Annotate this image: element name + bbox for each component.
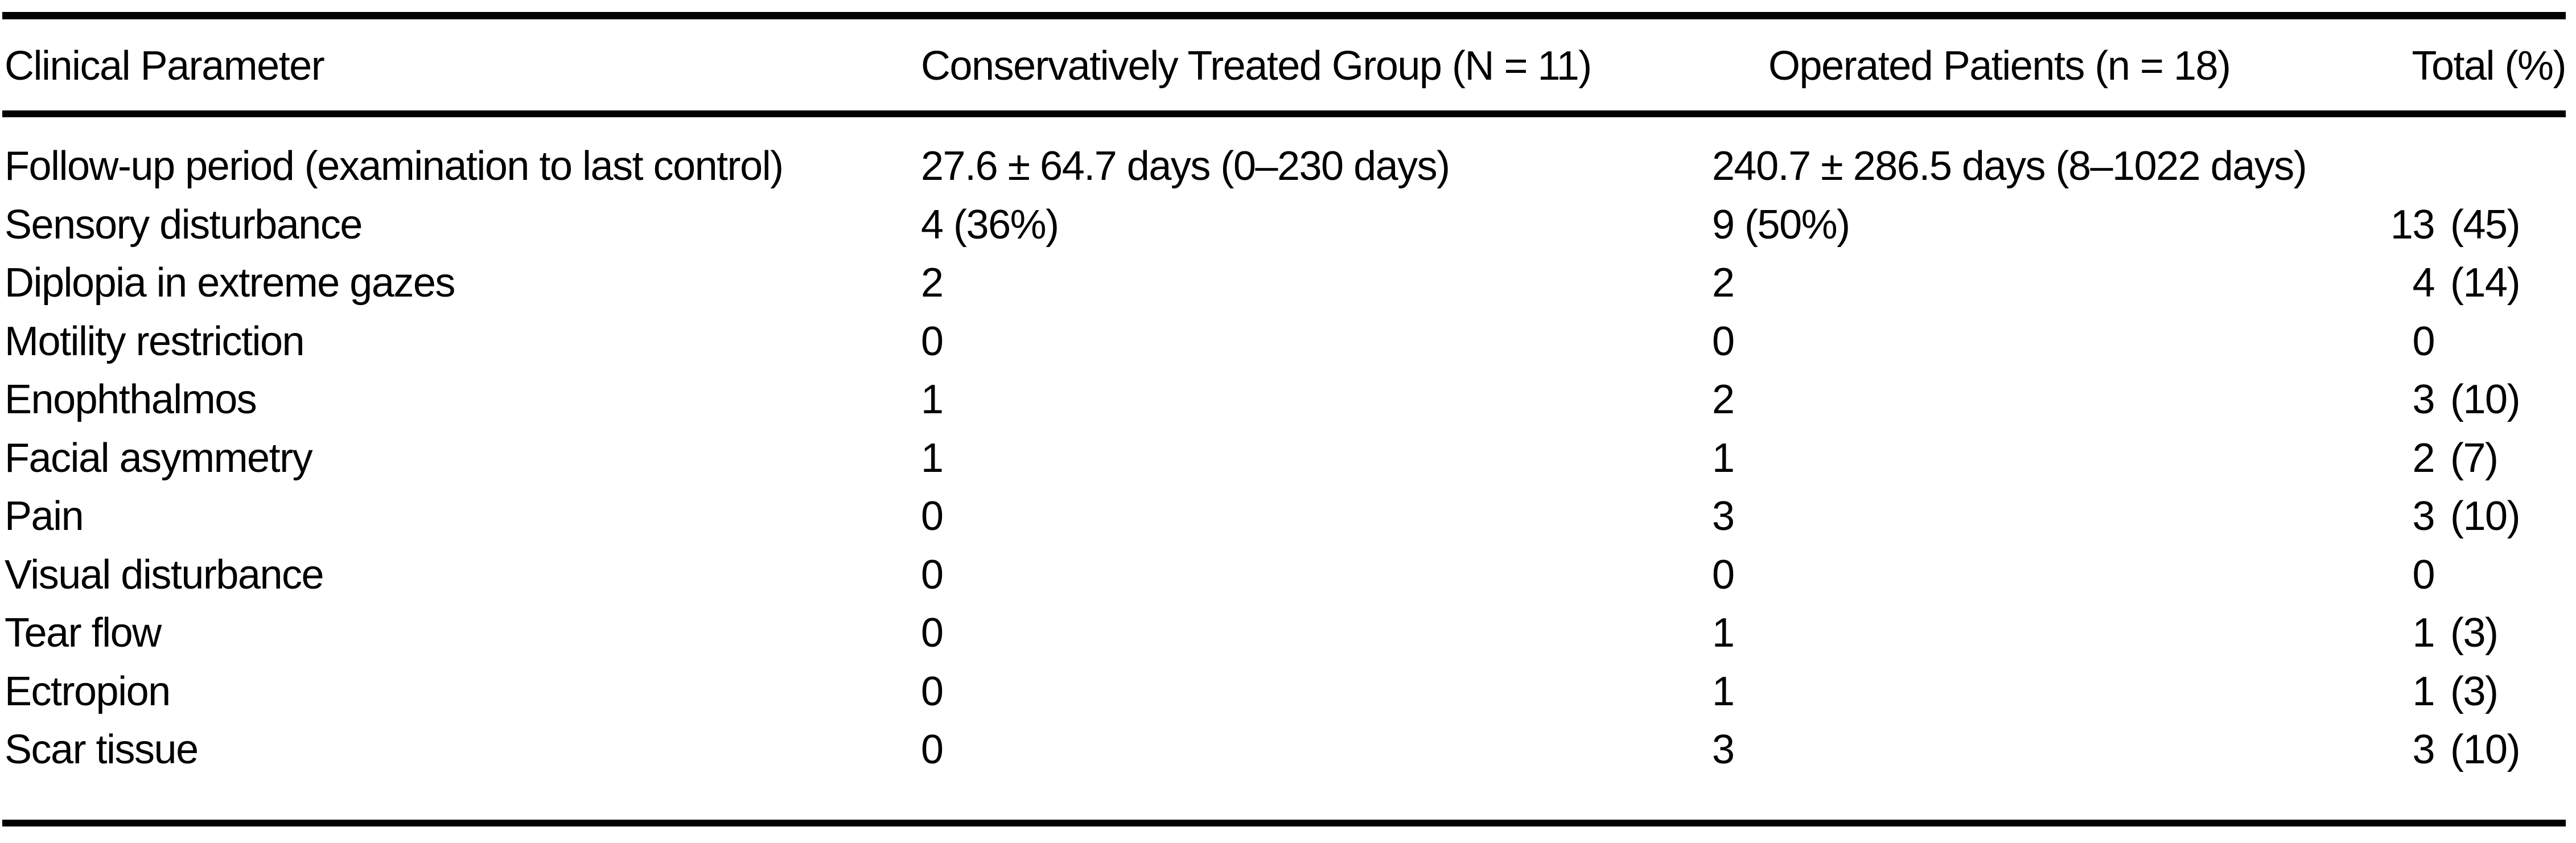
conservative-value-cell: 27.6 ± 64.7 days (0–230 days) bbox=[921, 143, 1450, 189]
conservative-value-cell: 0 bbox=[921, 319, 944, 364]
parameter-cell: Motility restriction bbox=[5, 319, 305, 364]
operated-value-cell: 1 bbox=[1712, 435, 1735, 481]
parameter-cell: Enophthalmos bbox=[5, 377, 257, 422]
parameter-cell: Visual disturbance bbox=[5, 552, 324, 598]
operated-value-cell: 240.7 ± 286.5 days (8–1022 days) bbox=[1712, 143, 2307, 189]
total-pct-cell: (3) bbox=[2450, 610, 2499, 656]
column-header-operated-patients: Operated Patients (n = 18) bbox=[1768, 43, 2231, 89]
conservative-value-cell: 0 bbox=[921, 494, 944, 539]
total-pct-cell: (10) bbox=[2450, 727, 2521, 772]
total-pct-cell: (7) bbox=[2450, 435, 2499, 481]
table-bottom-rule bbox=[2, 820, 2566, 826]
operated-value-cell: 9 (50%) bbox=[1712, 202, 1850, 248]
parameter-cell: Pain bbox=[5, 494, 84, 539]
operated-value-cell: 2 bbox=[1712, 260, 1735, 306]
total-pct-cell: (10) bbox=[2450, 377, 2521, 422]
conservative-value-cell: 0 bbox=[921, 610, 944, 656]
total-pct-cell: (10) bbox=[2450, 494, 2521, 539]
total-pct-cell: (45) bbox=[2450, 202, 2521, 248]
table-header-rule bbox=[2, 110, 2566, 117]
conservative-value-cell: 0 bbox=[921, 669, 944, 714]
operated-value-cell: 3 bbox=[1712, 494, 1735, 539]
operated-value-cell: 2 bbox=[1712, 377, 1735, 422]
total-count-cell: 3 bbox=[2412, 494, 2435, 539]
parameter-cell: Scar tissue bbox=[5, 727, 199, 772]
parameter-cell: Tear flow bbox=[5, 610, 162, 656]
column-header-clinical-parameter: Clinical Parameter bbox=[5, 43, 325, 89]
total-count-cell: 3 bbox=[2412, 727, 2435, 772]
total-pct-cell: (14) bbox=[2450, 260, 2521, 306]
conservative-value-cell: 1 bbox=[921, 435, 944, 481]
conservative-value-cell: 1 bbox=[921, 377, 944, 422]
parameter-cell: Follow-up period (examination to last co… bbox=[5, 143, 784, 189]
total-count-cell: 1 bbox=[2412, 610, 2435, 656]
parameter-cell: Facial asymmetry bbox=[5, 435, 313, 481]
column-header-total: Total (%) bbox=[2412, 43, 2566, 89]
conservative-value-cell: 0 bbox=[921, 727, 944, 772]
operated-value-cell: 0 bbox=[1712, 552, 1735, 598]
conservative-value-cell: 4 (36%) bbox=[921, 202, 1059, 248]
column-header-conservative-group: Conservatively Treated Group (N = 11) bbox=[921, 43, 1592, 89]
total-count-cell: 0 bbox=[2412, 319, 2435, 364]
parameter-cell: Diplopia in extreme gazes bbox=[5, 260, 455, 306]
total-count-cell: 0 bbox=[2412, 552, 2435, 598]
conservative-value-cell: 0 bbox=[921, 552, 944, 598]
operated-value-cell: 1 bbox=[1712, 669, 1735, 714]
total-count-cell: 2 bbox=[2412, 435, 2435, 481]
operated-value-cell: 1 bbox=[1712, 610, 1735, 656]
total-count-cell: 4 bbox=[2412, 260, 2435, 306]
parameter-cell: Sensory disturbance bbox=[5, 202, 363, 248]
total-count-cell: 3 bbox=[2412, 377, 2435, 422]
operated-value-cell: 0 bbox=[1712, 319, 1735, 364]
conservative-value-cell: 2 bbox=[921, 260, 944, 306]
operated-value-cell: 3 bbox=[1712, 727, 1735, 772]
total-count-cell: 1 bbox=[2412, 669, 2435, 714]
parameter-cell: Ectropion bbox=[5, 669, 171, 714]
total-pct-cell: (3) bbox=[2450, 669, 2499, 714]
table-top-rule bbox=[2, 12, 2566, 19]
total-count-cell: 13 bbox=[2390, 202, 2435, 248]
